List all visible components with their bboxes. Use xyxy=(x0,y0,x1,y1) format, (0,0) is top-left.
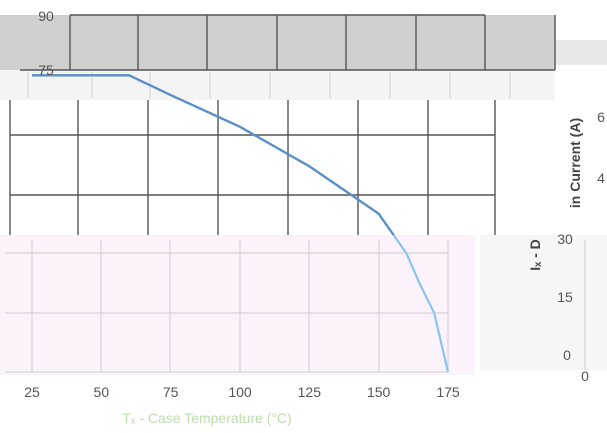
right-tick-label: 0 xyxy=(581,368,589,384)
y-axis-label-right: in Current (A) xyxy=(567,118,583,208)
right-tick-label: 0 xyxy=(563,347,571,363)
y-tick-label: 75 xyxy=(38,62,54,78)
lower-tint-panel xyxy=(0,235,475,375)
series-line-lower xyxy=(392,235,450,373)
series-layer xyxy=(32,74,450,373)
right-tick-label: 6 xyxy=(597,109,605,125)
y-tick-label: 90 xyxy=(38,8,54,24)
y-axis-label-right-2: Iₓ - D xyxy=(527,239,543,271)
right-lower-panel xyxy=(480,235,607,370)
right-tick-label: 15 xyxy=(557,289,573,305)
right-tick-label: 30 xyxy=(557,231,573,247)
x-tick-label: 50 xyxy=(94,384,110,400)
x-tick-label: 125 xyxy=(298,384,322,400)
x-tick-label: 25 xyxy=(24,384,40,400)
x-tick-label: 175 xyxy=(436,384,460,400)
series-line-upper xyxy=(32,74,396,235)
x-tick-label: 100 xyxy=(228,384,252,400)
middle-panel xyxy=(10,100,495,235)
right-tick-label: 4 xyxy=(597,170,605,186)
right-gray-strip xyxy=(555,40,607,65)
x-tick-label: 150 xyxy=(367,384,391,400)
x-tick-label: 75 xyxy=(163,384,179,400)
x-axis-label: Tₓ - Case Temperature (°C) xyxy=(122,410,291,426)
